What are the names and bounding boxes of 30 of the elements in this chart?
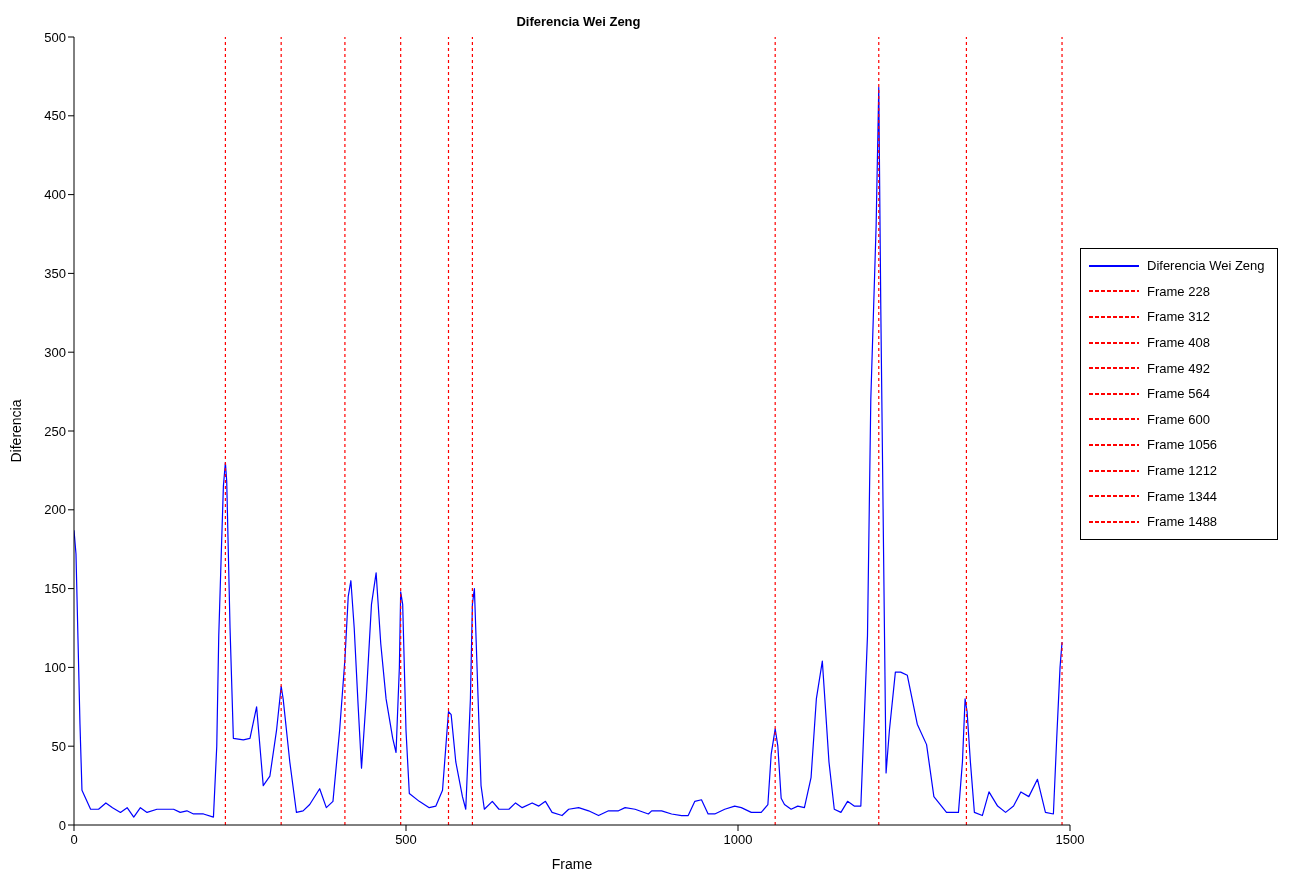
- y-tick-label: 450: [44, 108, 66, 124]
- line-series: [74, 86, 1063, 818]
- legend-label: Frame 228: [1147, 283, 1210, 299]
- y-tick-label: 0: [58, 817, 66, 833]
- chart-title: Diferencia Wei Zeng: [515, 14, 642, 29]
- y-axis-title: Diferencia: [7, 399, 24, 463]
- legend-label: Frame 312: [1147, 309, 1210, 325]
- y-tick-label: 50: [51, 738, 66, 754]
- x-tick-label: 500: [395, 832, 417, 848]
- x-axis-title: Frame: [551, 856, 593, 872]
- legend-label: Frame 1344: [1147, 488, 1218, 504]
- x-tick-label: 1500: [1055, 832, 1085, 848]
- y-tick-label: 250: [44, 423, 66, 439]
- y-tick-label: 350: [44, 266, 66, 282]
- y-tick-label: 300: [44, 344, 66, 360]
- y-tick-label: 400: [44, 187, 66, 203]
- y-tick-label: 500: [44, 29, 66, 45]
- legend-label: Frame 564: [1147, 386, 1210, 402]
- legend-label: Frame 1212: [1147, 463, 1218, 479]
- legend-label: Diferencia Wei Zeng: [1147, 258, 1265, 274]
- x-tick-label: 0: [70, 832, 78, 848]
- y-tick-label: 150: [44, 581, 66, 597]
- legend-label: Frame 408: [1147, 335, 1210, 351]
- legend-label: Frame 1488: [1147, 514, 1218, 530]
- legend-label: Frame 600: [1147, 411, 1210, 427]
- y-tick-label: 200: [44, 502, 66, 518]
- y-tick-label: 100: [44, 660, 66, 676]
- x-tick-label: 1000: [723, 832, 753, 848]
- legend-label: Frame 492: [1147, 360, 1210, 376]
- legend-label: Frame 1056: [1147, 437, 1218, 453]
